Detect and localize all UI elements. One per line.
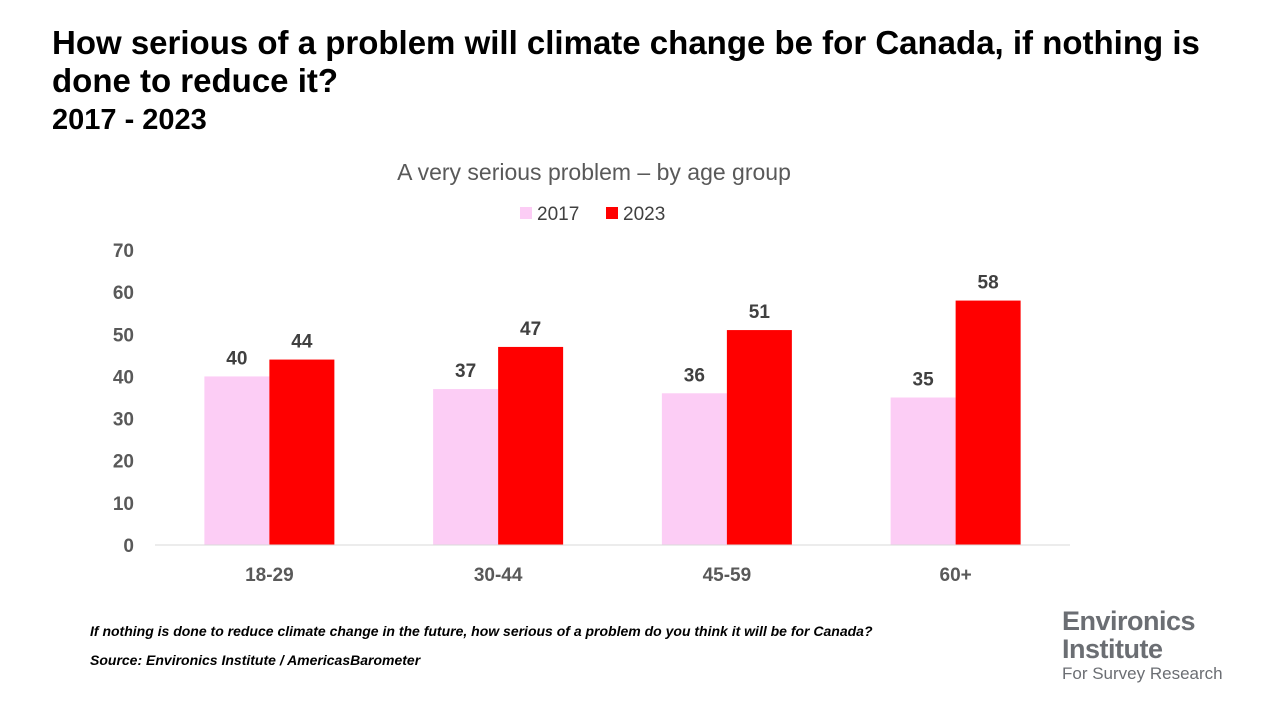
footnote-question: If nothing is done to reduce climate cha…	[90, 623, 873, 639]
y-tick-label: 0	[123, 536, 134, 557]
x-category-label: 45-59	[703, 565, 752, 586]
bar-2017-45-59	[661, 393, 727, 545]
y-tick-label: 60	[113, 283, 134, 304]
x-axis: 18-29 30-44 45-59 60+	[155, 544, 1070, 586]
y-tick-label: 40	[113, 367, 134, 388]
data-label: 40	[226, 348, 247, 369]
environics-logo: Environics Institute For Survey Research	[1062, 607, 1242, 685]
data-label: 47	[520, 319, 541, 340]
chart-title: A very serious problem – by age group	[397, 159, 791, 185]
footnote-source: Source: Environics Institute / AmericasB…	[90, 652, 421, 668]
page-subtitle: 2017 - 2023	[52, 104, 207, 136]
y-tick-label: 10	[113, 494, 134, 515]
y-tick-label: 20	[113, 452, 134, 473]
bar-2023-18-29	[269, 359, 335, 545]
logo-line-1: Environics	[1062, 606, 1196, 636]
x-category-label: 60+	[940, 565, 972, 586]
data-label: 36	[684, 365, 705, 386]
data-label: 35	[913, 370, 935, 391]
x-category-label: 30-44	[474, 565, 523, 586]
bar-2017-60+	[890, 397, 956, 545]
legend-label: 2023	[623, 204, 665, 225]
data-label: 58	[978, 273, 999, 294]
data-label: 44	[291, 332, 313, 353]
bar-2023-30-44	[498, 346, 564, 545]
page-title: How serious of a problem will climate ch…	[52, 24, 1200, 99]
bar-2023-60+	[955, 300, 1021, 545]
y-tick-label: 50	[113, 325, 134, 346]
logo-line-2: Institute	[1062, 634, 1163, 664]
bar-2017-18-29	[204, 376, 270, 545]
data-label: 37	[455, 361, 476, 382]
bar-chart: A very serious problem – by age group 20…	[113, 159, 1070, 586]
chart-legend: 2017 2023	[520, 204, 665, 225]
legend-swatch-2023	[606, 207, 618, 219]
legend-swatch-2017	[520, 207, 532, 219]
y-tick-label: 30	[113, 410, 134, 431]
x-category-label: 18-29	[245, 565, 294, 586]
data-label: 51	[749, 302, 771, 323]
y-tick-label: 70	[113, 241, 134, 262]
logo-line-3: For Survey Research	[1062, 664, 1223, 683]
bar-2023-45-59	[726, 330, 792, 545]
bar-2017-30-44	[433, 389, 499, 545]
bars-group: 40 44 37 47 36 51 35 58	[204, 273, 1021, 545]
legend-label: 2017	[537, 204, 579, 225]
y-axis: 0 10 20 30 40 50 60 70	[113, 241, 134, 557]
